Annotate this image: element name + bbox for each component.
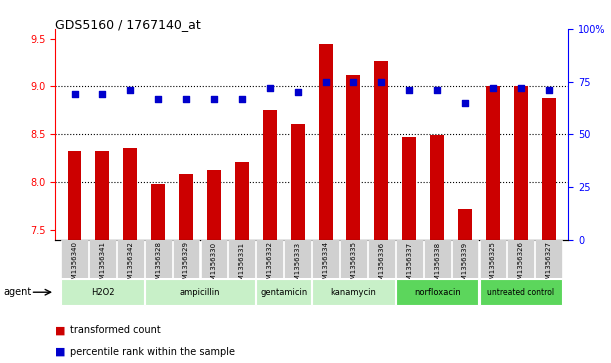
Bar: [257, 279, 311, 305]
Bar: [207, 170, 221, 240]
Bar: [486, 86, 500, 240]
Bar: [229, 240, 255, 278]
Bar: [514, 86, 528, 240]
Point: [432, 87, 442, 93]
Bar: [89, 240, 116, 278]
Bar: [480, 279, 562, 305]
Bar: [61, 240, 88, 278]
Point: [153, 95, 163, 101]
Point: [237, 95, 247, 101]
Bar: [312, 240, 339, 278]
Bar: [117, 240, 144, 278]
Bar: [312, 279, 395, 305]
Text: GDS5160 / 1767140_at: GDS5160 / 1767140_at: [55, 18, 201, 31]
Text: untreated control: untreated control: [487, 288, 554, 297]
Text: kanamycin: kanamycin: [331, 288, 376, 297]
Point: [516, 85, 525, 91]
Point: [98, 91, 108, 97]
Bar: [95, 151, 109, 240]
Text: gentamicin: gentamicin: [260, 288, 307, 297]
Point: [293, 89, 302, 95]
Bar: [430, 135, 444, 240]
Text: GSM1356325: GSM1356325: [490, 241, 496, 288]
Point: [321, 79, 331, 85]
Text: ampicillin: ampicillin: [180, 288, 221, 297]
Bar: [480, 240, 507, 278]
Text: GSM1356329: GSM1356329: [183, 241, 189, 289]
Text: GSM1356341: GSM1356341: [100, 241, 106, 289]
Text: agent: agent: [3, 287, 31, 297]
Point: [125, 87, 135, 93]
Point: [209, 95, 219, 101]
Bar: [152, 184, 165, 240]
Point: [181, 95, 191, 101]
Point: [376, 79, 386, 85]
Text: GSM1356332: GSM1356332: [267, 241, 273, 289]
Bar: [402, 137, 416, 240]
Text: GSM1356331: GSM1356331: [239, 241, 245, 289]
Point: [348, 79, 358, 85]
Bar: [375, 61, 389, 240]
Point: [460, 100, 470, 106]
Text: GSM1356333: GSM1356333: [295, 241, 301, 289]
Bar: [542, 98, 555, 240]
Point: [404, 87, 414, 93]
Bar: [263, 110, 277, 240]
Text: GSM1356334: GSM1356334: [323, 241, 329, 289]
Bar: [346, 75, 360, 240]
Bar: [340, 240, 367, 278]
Text: percentile rank within the sample: percentile rank within the sample: [70, 347, 235, 357]
Text: GSM1356342: GSM1356342: [127, 241, 133, 288]
Bar: [458, 209, 472, 240]
Text: GSM1356337: GSM1356337: [406, 241, 412, 289]
Bar: [284, 240, 311, 278]
Text: GSM1356330: GSM1356330: [211, 241, 217, 289]
Bar: [396, 240, 423, 278]
Bar: [507, 240, 534, 278]
Bar: [424, 240, 450, 278]
Text: GSM1356335: GSM1356335: [351, 241, 356, 289]
Bar: [452, 240, 478, 278]
Bar: [123, 148, 137, 240]
Bar: [291, 124, 305, 240]
Point: [265, 85, 275, 91]
Point: [70, 91, 79, 97]
Bar: [145, 279, 255, 305]
Text: GSM1356339: GSM1356339: [462, 241, 468, 289]
Bar: [368, 240, 395, 278]
Bar: [173, 240, 199, 278]
Bar: [145, 240, 172, 278]
Text: GSM1356336: GSM1356336: [378, 241, 384, 289]
Text: norfloxacin: norfloxacin: [414, 288, 461, 297]
Bar: [179, 174, 193, 240]
Text: GSM1356338: GSM1356338: [434, 241, 440, 289]
Text: H2O2: H2O2: [90, 288, 114, 297]
Bar: [257, 240, 283, 278]
Text: ■: ■: [55, 347, 65, 357]
Text: GSM1356340: GSM1356340: [71, 241, 78, 289]
Bar: [200, 240, 227, 278]
Bar: [235, 162, 249, 240]
Bar: [68, 151, 81, 240]
Bar: [61, 279, 144, 305]
Point: [488, 85, 498, 91]
Bar: [318, 44, 332, 240]
Text: ■: ■: [55, 325, 65, 335]
Text: transformed count: transformed count: [70, 325, 161, 335]
Text: GSM1356328: GSM1356328: [155, 241, 161, 289]
Point: [544, 87, 554, 93]
Text: GSM1356327: GSM1356327: [546, 241, 552, 289]
Bar: [396, 279, 478, 305]
Bar: [535, 240, 562, 278]
Text: GSM1356326: GSM1356326: [518, 241, 524, 289]
